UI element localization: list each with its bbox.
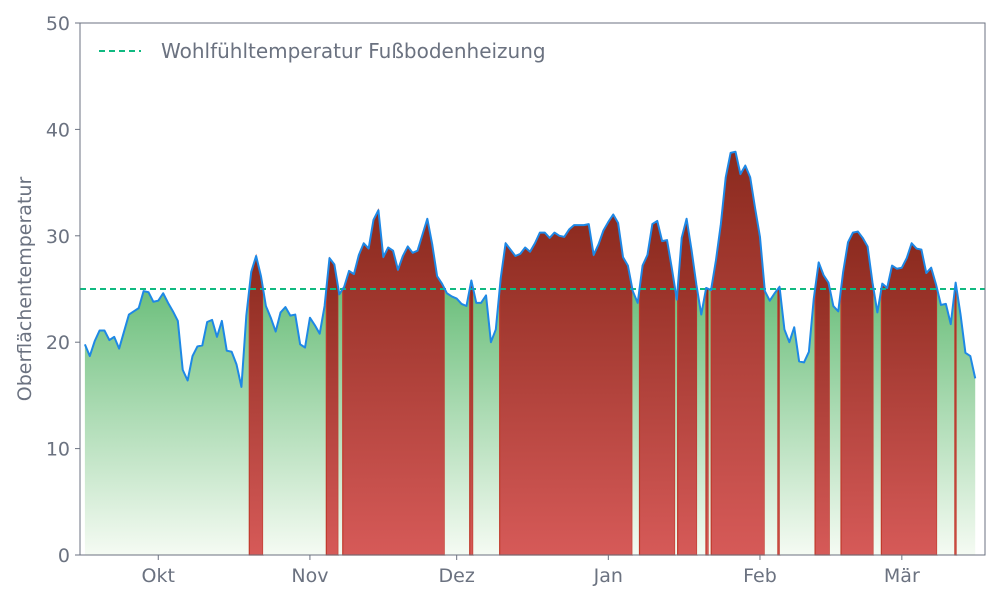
above-threshold-area-11 [638,219,676,556]
above-threshold-area-9 [499,213,633,556]
y-tick-label: 40 [46,119,70,141]
above-threshold-area-21 [814,262,831,556]
x-tick-label: Okt [142,565,175,587]
series-line-group [83,150,977,388]
y-tick-label: 30 [46,226,70,248]
below-threshold-area-2 [263,289,327,555]
below-threshold-area-22 [829,289,842,555]
below-threshold-area-16 [708,289,712,555]
above-threshold-area-15 [705,287,710,556]
below-threshold-area-18 [764,289,778,555]
y-tick-label: 50 [46,13,70,35]
above-threshold-area-1 [248,253,264,556]
below-threshold-area-0 [84,289,250,555]
below-threshold-area-10 [632,289,640,555]
legend-threshold-label: Wohlfühltemperatur Fußbodenheizung [161,39,546,63]
above-threshold-area-23 [840,230,875,556]
plot-frame [79,22,986,556]
below-threshold-area-4 [338,289,343,555]
x-tick-label: Nov [291,565,328,587]
below-threshold-area-28 [956,289,976,555]
below-threshold-area-24 [873,289,882,555]
below-threshold-area-12 [675,289,678,555]
x-tick-label: Mär [884,565,920,587]
above-threshold-area-3 [325,256,339,556]
x-axis: Okt Nov Dez Jan Feb Mär [142,555,920,587]
y-tick-label: 20 [46,332,70,354]
x-tick-label: Jan [593,565,623,587]
above-threshold-area-19 [777,285,781,556]
area-fills [84,151,976,556]
y-axis-label: Oberflächentemperatur [14,177,36,402]
above-threshold-area-7 [469,280,474,556]
above-threshold-area-25 [880,242,938,556]
below-threshold-area-20 [779,289,816,555]
above-threshold-area-27 [954,282,958,556]
series-line [83,150,977,388]
below-threshold-area-26 [937,289,955,555]
x-tick-label: Feb [743,565,777,587]
legend: Wohlfühltemperatur Fußbodenheizung [99,39,546,63]
y-tick-label: 10 [46,439,70,461]
below-threshold-area-14 [697,289,706,555]
x-tick-label: Dez [439,565,475,587]
y-axis: 0 10 20 30 40 50 [46,13,80,567]
y-tick-label: 0 [58,545,70,567]
below-threshold-area-8 [473,289,500,555]
below-threshold-area-6 [444,289,470,555]
